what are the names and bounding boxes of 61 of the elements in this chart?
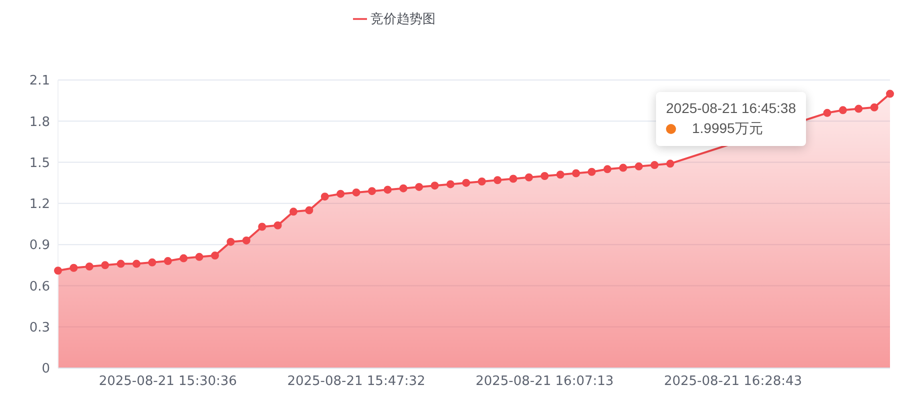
y-tick-label: 1.8 (29, 114, 50, 130)
point (650, 161, 659, 170)
point (415, 182, 424, 191)
point (603, 165, 612, 174)
point (226, 238, 235, 246)
point (384, 186, 392, 194)
point (258, 222, 266, 231)
point (210, 252, 219, 260)
point (619, 164, 628, 172)
point (446, 180, 454, 188)
y-tick-label: 1.5 (29, 156, 50, 171)
point (556, 170, 564, 179)
point (242, 236, 250, 244)
y-tick-label: 0.9 (29, 238, 50, 254)
legend-label: 竞价趋势图 (370, 12, 436, 27)
point (274, 221, 282, 230)
point (854, 104, 863, 113)
point (352, 188, 360, 196)
point (70, 264, 78, 272)
point (524, 173, 533, 182)
y-tick-label: 0.3 (29, 320, 50, 336)
point (289, 208, 298, 216)
point (54, 266, 62, 275)
point (320, 192, 329, 201)
point (399, 184, 408, 192)
point (478, 177, 486, 186)
annotation: 1.9995万元 (692, 120, 763, 138)
point (572, 169, 580, 178)
point (494, 176, 502, 184)
point (101, 261, 110, 270)
x-tick-label: 2025-08-21 16:28:43 (664, 374, 802, 390)
x-tick-label: 2025-08-21 16:07:13 (476, 374, 614, 390)
y-tick-label: 0 (42, 362, 50, 377)
point (180, 254, 188, 262)
point (588, 168, 596, 176)
y-tick-label: 0.6 (29, 279, 50, 294)
point (430, 182, 439, 190)
point (148, 258, 156, 266)
point (823, 108, 832, 117)
tooltip-card: 2025-08-21 16:45:38 1.9995万元 (656, 92, 806, 146)
point (540, 172, 549, 180)
point (195, 252, 204, 261)
point (116, 260, 125, 268)
point (132, 260, 140, 268)
point (870, 103, 878, 112)
point (336, 190, 345, 198)
point (509, 174, 518, 183)
point (462, 178, 470, 187)
point (886, 90, 894, 98)
point (838, 106, 847, 114)
x-tick-label: 2025-08-21 15:47:32 (287, 374, 426, 390)
point (634, 162, 643, 170)
point (368, 187, 376, 196)
annotation: 2025-08-21 16:45:38 (666, 100, 796, 116)
point (164, 257, 172, 266)
point (85, 262, 94, 271)
y-tick-label: 2.1 (29, 74, 50, 89)
y-tick-label: 1.2 (29, 197, 50, 212)
point (666, 160, 674, 168)
x-tick-label: 2025-08-21 15:30:36 (98, 374, 237, 390)
point (305, 206, 314, 214)
